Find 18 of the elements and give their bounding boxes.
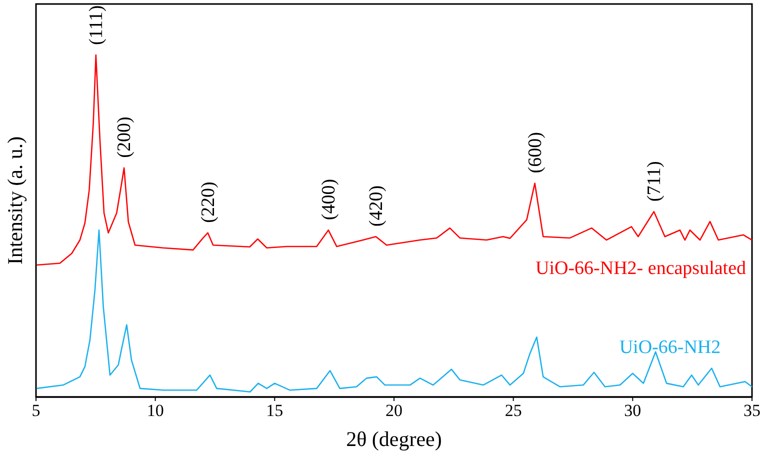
annotation: (600) bbox=[524, 132, 546, 174]
x-tick-label: 25 bbox=[504, 401, 522, 420]
x-tick-label: 5 bbox=[32, 401, 40, 420]
annotation: (400) bbox=[318, 178, 340, 220]
x-tick-label: 10 bbox=[146, 401, 164, 420]
x-tick-label: 20 bbox=[386, 401, 402, 420]
annotation: (220) bbox=[198, 182, 219, 223]
y-axis-title: Intensity (a. u.) bbox=[3, 136, 27, 265]
annotation: (200) bbox=[114, 116, 136, 158]
annotation: (420) bbox=[366, 185, 387, 227]
x-axis-title: 2θ (degree) bbox=[346, 427, 442, 451]
series-label: UiO-66-NH2 bbox=[619, 337, 721, 358]
series-label: UiO-66-NH2- encapsulated bbox=[535, 258, 746, 279]
x-tick-label: 30 bbox=[624, 401, 642, 420]
x-tick-label: 35 bbox=[744, 401, 760, 420]
annotation: (111) bbox=[86, 5, 107, 45]
x-tick-label: 15 bbox=[266, 401, 284, 420]
annotation: (711) bbox=[644, 161, 665, 202]
